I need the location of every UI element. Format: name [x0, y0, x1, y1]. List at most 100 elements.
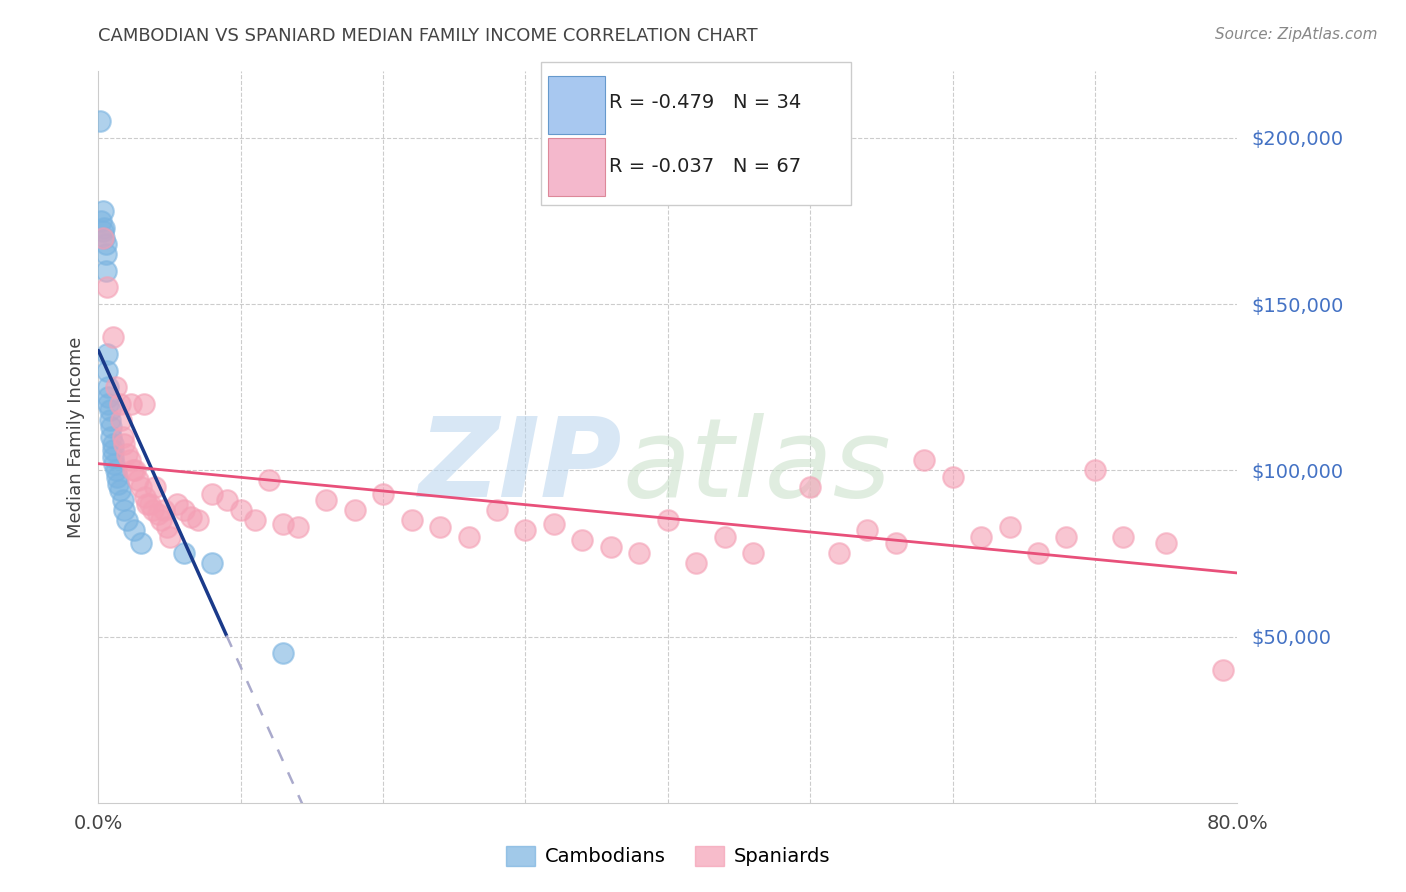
Point: [273, 516, 295, 531]
Point: [215, 493, 238, 508]
Point: [91, 204, 114, 219]
Text: R = -0.037   N = 67: R = -0.037 N = 67: [609, 157, 801, 177]
Point: [134, 490, 156, 504]
Point: [145, 480, 167, 494]
Point: [112, 503, 135, 517]
Point: [1026, 546, 1049, 560]
Point: [543, 516, 565, 531]
Point: [856, 523, 879, 537]
Point: [94, 264, 117, 278]
Point: [1112, 530, 1135, 544]
Point: [101, 450, 124, 464]
Point: [401, 513, 423, 527]
Point: [107, 476, 129, 491]
Point: [98, 403, 121, 417]
Point: [120, 397, 142, 411]
Text: ZIP: ZIP: [419, 413, 623, 520]
Point: [98, 413, 121, 427]
Point: [111, 493, 134, 508]
Y-axis label: Median Family Income: Median Family Income: [66, 336, 84, 538]
Text: atlas: atlas: [623, 413, 891, 520]
Point: [91, 230, 114, 244]
Point: [104, 380, 127, 394]
Point: [884, 536, 907, 550]
Point: [141, 503, 163, 517]
Point: [94, 247, 117, 261]
Point: [600, 540, 623, 554]
Point: [912, 453, 935, 467]
Point: [970, 530, 993, 544]
Point: [243, 513, 266, 527]
Legend: Cambodians, Spaniards: Cambodians, Spaniards: [506, 846, 830, 866]
Point: [187, 513, 209, 527]
Point: [91, 224, 114, 238]
Point: [115, 513, 138, 527]
Point: [110, 413, 132, 427]
Point: [124, 463, 146, 477]
Point: [201, 486, 224, 500]
Point: [93, 230, 115, 244]
Point: [89, 114, 111, 128]
Point: [129, 536, 152, 550]
Point: [105, 470, 128, 484]
Point: [150, 513, 173, 527]
Point: [1154, 536, 1177, 550]
Point: [97, 380, 120, 394]
Point: [1212, 663, 1234, 677]
Point: [156, 520, 179, 534]
Point: [515, 523, 537, 537]
Text: Source: ZipAtlas.com: Source: ZipAtlas.com: [1215, 27, 1378, 42]
Point: [287, 520, 309, 534]
Point: [96, 280, 118, 294]
Point: [100, 420, 122, 434]
Point: [373, 486, 395, 500]
Point: [94, 237, 117, 252]
Text: R = -0.479   N = 34: R = -0.479 N = 34: [609, 93, 801, 112]
Point: [942, 470, 965, 484]
Point: [166, 497, 188, 511]
Point: [103, 457, 125, 471]
Point: [714, 530, 737, 544]
Point: [138, 497, 160, 511]
Point: [273, 646, 295, 660]
Point: [93, 220, 115, 235]
Point: [148, 507, 170, 521]
Point: [457, 530, 479, 544]
Point: [628, 546, 651, 560]
Point: [135, 497, 157, 511]
Point: [799, 480, 821, 494]
Point: [118, 453, 141, 467]
Point: [127, 473, 149, 487]
Point: [153, 503, 176, 517]
Text: CAMBODIAN VS SPANIARD MEDIAN FAMILY INCOME CORRELATION CHART: CAMBODIAN VS SPANIARD MEDIAN FAMILY INCO…: [98, 27, 758, 45]
Point: [571, 533, 593, 548]
Point: [132, 397, 155, 411]
Point: [828, 546, 851, 560]
Point: [90, 214, 112, 228]
Point: [100, 430, 122, 444]
Point: [97, 390, 120, 404]
Point: [429, 520, 451, 534]
Point: [173, 503, 195, 517]
Point: [685, 557, 707, 571]
Point: [998, 520, 1021, 534]
Point: [229, 503, 252, 517]
Point: [101, 330, 124, 344]
Point: [129, 480, 152, 494]
Point: [180, 509, 202, 524]
Point: [112, 436, 135, 450]
Point: [101, 443, 124, 458]
Point: [96, 363, 118, 377]
Point: [315, 493, 337, 508]
Point: [97, 397, 120, 411]
Point: [657, 513, 679, 527]
Point: [173, 546, 195, 560]
Point: [108, 397, 131, 411]
Point: [343, 503, 366, 517]
Point: [259, 473, 281, 487]
Point: [122, 523, 145, 537]
Point: [1056, 530, 1078, 544]
Point: [486, 503, 509, 517]
Point: [159, 530, 181, 544]
Point: [201, 557, 224, 571]
